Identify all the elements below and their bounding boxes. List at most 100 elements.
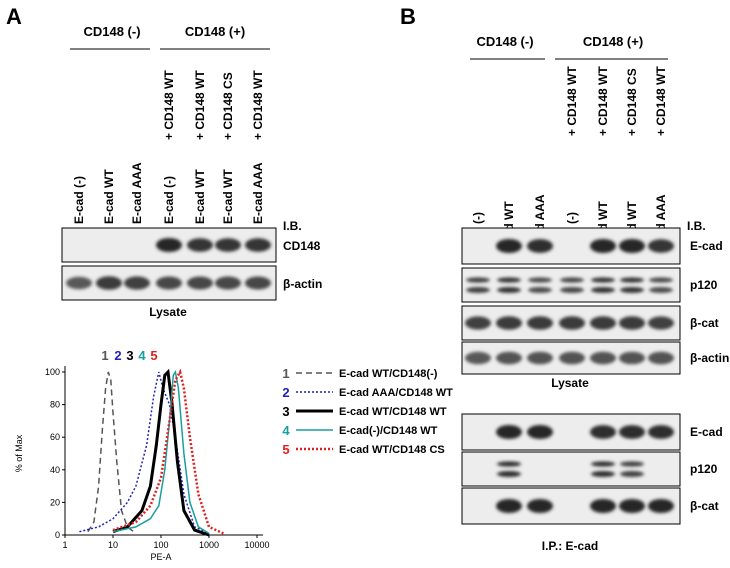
band [497, 287, 521, 293]
band [215, 276, 241, 290]
band [527, 351, 553, 365]
band [649, 277, 673, 283]
band [591, 277, 615, 283]
band [66, 276, 92, 290]
band [648, 425, 674, 439]
curve-number: 5 [150, 348, 157, 363]
caption: I.P.: E-cad [542, 539, 598, 553]
x-tick-label: 1 [62, 540, 67, 550]
curve-number: 3 [126, 348, 133, 363]
y-tick-label: 100 [45, 367, 60, 377]
band [620, 287, 644, 293]
legend-label: E-cad(-)/CD148 WT [339, 425, 438, 437]
treatment-label: + CD148 WT [565, 66, 579, 136]
blot-label: β-cat [690, 316, 719, 330]
band [649, 287, 673, 293]
legend-label: E-cad WT/CD148(-) [339, 368, 438, 380]
band [215, 238, 241, 252]
band [620, 471, 644, 477]
band [619, 499, 645, 513]
band [527, 499, 553, 513]
band [528, 287, 552, 293]
blot-box [461, 413, 681, 451]
histogram-curve [79, 371, 210, 535]
ib-label: I.B. [687, 219, 706, 233]
band [648, 239, 674, 253]
curve-number: 1 [101, 348, 108, 363]
treatment-label: + CD148 WT [654, 66, 668, 136]
treatment-label: + CD148 CS [221, 72, 235, 140]
band [245, 276, 271, 290]
y-axis-label: % of Max [14, 434, 24, 472]
legend-number: 2 [282, 385, 289, 400]
lane-label: E-cad WT [193, 169, 207, 224]
y-tick-label: 0 [55, 530, 60, 540]
band [124, 276, 150, 290]
curve-number: 4 [138, 348, 146, 363]
blot-label: E-cad [690, 425, 723, 439]
group-label: CD148 (-) [476, 34, 533, 49]
legend-number: 5 [282, 442, 289, 457]
lane-label: E-cad (-) [162, 176, 176, 224]
band [591, 471, 615, 477]
panel-label: A [6, 4, 22, 29]
lane-label: E-cad WT [221, 169, 235, 224]
legend-number: 4 [282, 423, 290, 438]
band [496, 316, 522, 330]
band [619, 239, 645, 253]
band [466, 277, 490, 283]
treatment-label: + CD148 WT [251, 70, 265, 140]
band [590, 316, 616, 330]
band [590, 499, 616, 513]
group-label: CD148 (-) [83, 24, 140, 39]
caption: Lysate [149, 305, 187, 319]
band [620, 277, 644, 283]
treatment-label: + CD148 WT [162, 70, 176, 140]
band [187, 238, 213, 252]
histogram-curve [112, 368, 224, 535]
panel-label: B [400, 4, 416, 29]
histogram-curve [112, 368, 210, 537]
band [527, 425, 553, 439]
band [466, 287, 490, 293]
group-label: CD148 (+) [583, 34, 643, 49]
band [559, 316, 585, 330]
histogram-curve [87, 371, 137, 534]
band [560, 277, 584, 283]
treatment-label: + CD148 CS [625, 68, 639, 136]
band [187, 276, 213, 290]
legend-number: 3 [282, 404, 289, 419]
y-tick-label: 80 [50, 400, 60, 410]
band [496, 425, 522, 439]
band [591, 461, 615, 467]
x-tick-label: 10 [108, 540, 118, 550]
group-label: CD148 (+) [185, 24, 245, 39]
band [619, 351, 645, 365]
x-tick-label: 100 [153, 540, 168, 550]
band [156, 238, 182, 252]
x-axis-label: PE-A [150, 552, 171, 562]
blot-label: β-cat [690, 499, 719, 513]
blot-box [461, 487, 681, 525]
band [590, 239, 616, 253]
band [496, 239, 522, 253]
legend-label: E-cad AAA/CD148 WT [339, 387, 453, 399]
band [559, 351, 585, 365]
band [96, 276, 122, 290]
lane-label: E-cad WT [102, 169, 116, 224]
band [560, 287, 584, 293]
legend-label: E-cad WT/CD148 CS [339, 444, 445, 456]
lane-label: E-cad (-) [72, 176, 86, 224]
band [497, 471, 521, 477]
blot-box [461, 267, 681, 303]
blot-label: CD148 [283, 239, 321, 253]
band [591, 287, 615, 293]
band [528, 277, 552, 283]
blot-label: E-cad [690, 239, 723, 253]
band [648, 316, 674, 330]
lane-label: E-cad AAA [130, 162, 144, 224]
band [496, 351, 522, 365]
curve-number: 2 [114, 348, 121, 363]
band [619, 316, 645, 330]
